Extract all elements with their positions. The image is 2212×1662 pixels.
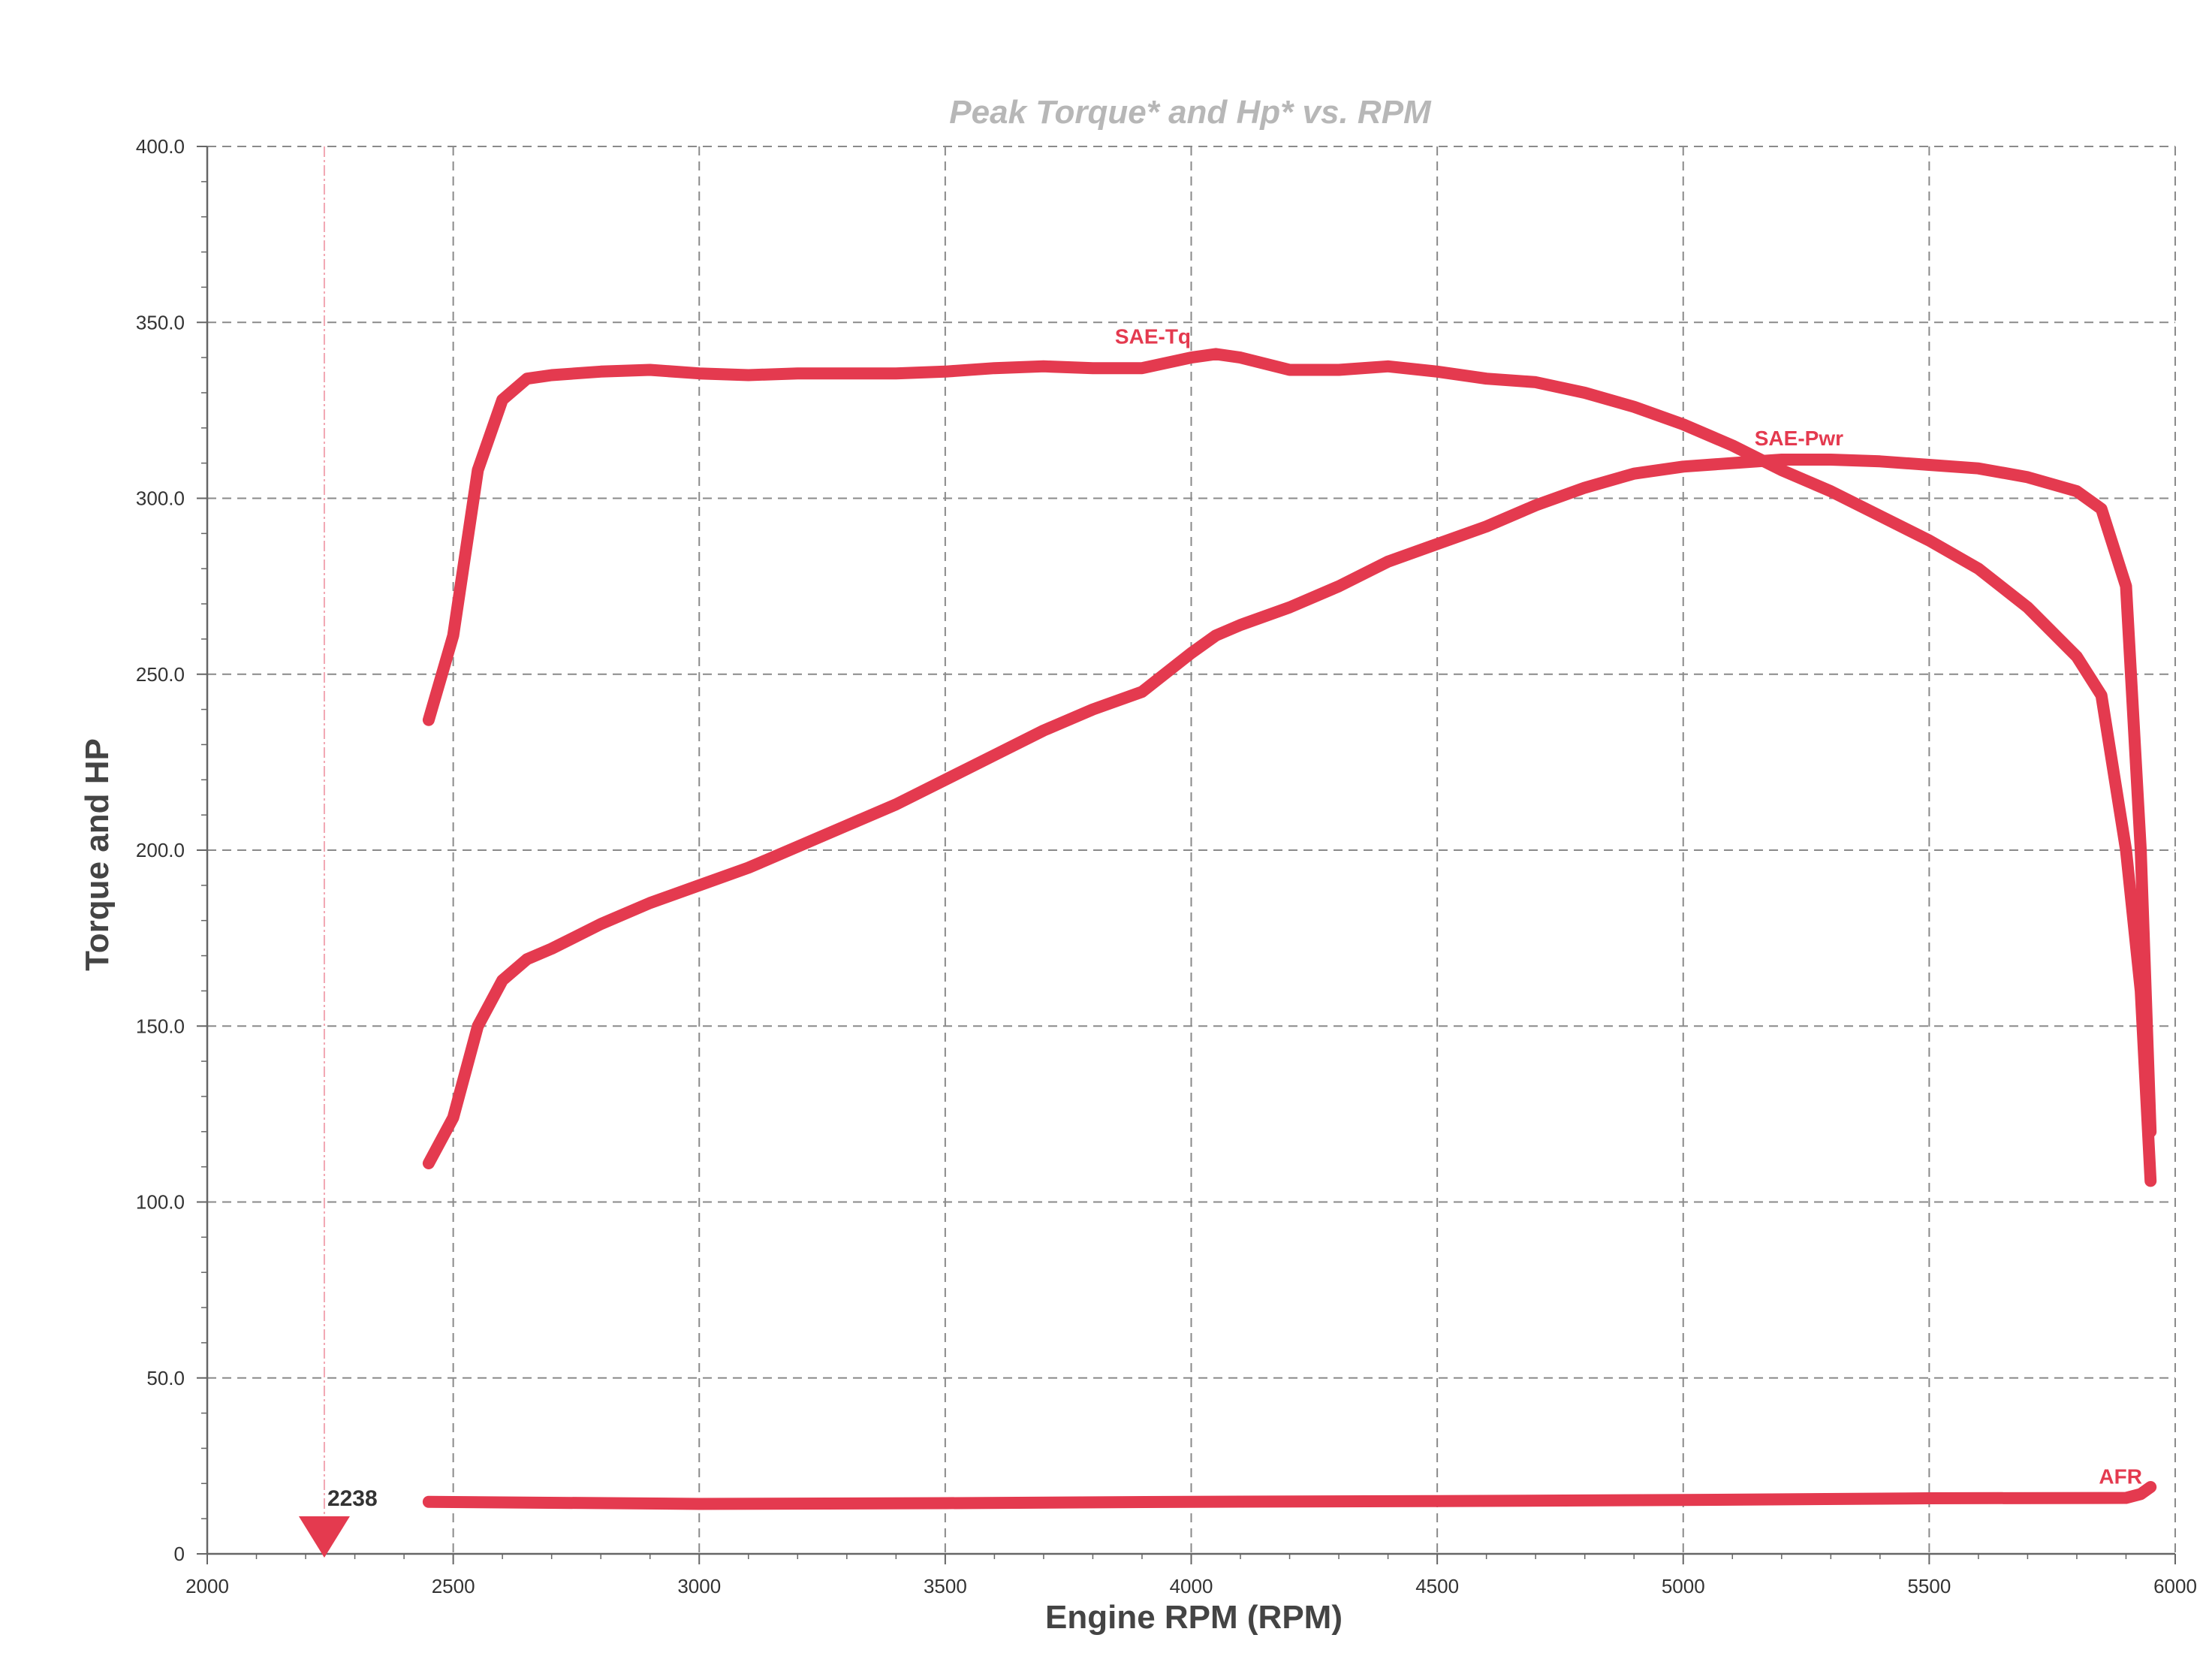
y-tick-label: 0: [174, 1543, 185, 1565]
grid: [207, 146, 2176, 1554]
series-label-sae-pwr: SAE-Pwr: [1755, 427, 1843, 450]
marker-triangle-icon: [298, 1516, 350, 1558]
series-label-sae-tq: SAE-Tq: [1115, 324, 1191, 348]
x-tick-label: 4500: [1415, 1575, 1459, 1597]
y-tick-label: 150.0: [136, 1015, 185, 1037]
y-tick-label: 300.0: [136, 487, 185, 510]
y-axis-label: Torque and HP: [79, 738, 116, 971]
x-tick-label: 2500: [432, 1575, 475, 1597]
x-tick-label: 5500: [1907, 1575, 1951, 1597]
series-line-sae-pwr: [422, 454, 2157, 1169]
series-line-afr: [422, 1481, 2157, 1510]
y-tick-label: 400.0: [136, 135, 185, 158]
x-axis-label: Engine RPM (RPM): [1045, 1599, 1343, 1636]
marker-label: 2238: [327, 1486, 378, 1511]
x-tick-label: 2000: [185, 1575, 229, 1597]
series-lines: [422, 348, 2157, 1510]
x-tick-label: 3000: [677, 1575, 721, 1597]
x-tick-label: 3500: [924, 1575, 967, 1597]
y-tick-label: 50.0: [146, 1367, 185, 1389]
y-tick-label: 200.0: [136, 839, 185, 861]
series-label-afr: AFR: [2099, 1464, 2142, 1488]
y-tick-label: 100.0: [136, 1191, 185, 1214]
x-tick-label: 4000: [1170, 1575, 1213, 1597]
y-tick-label: 250.0: [136, 663, 185, 686]
series-line-sae-tq: [422, 348, 2157, 1187]
x-tick-label: 5000: [1662, 1575, 1705, 1597]
chart-title: Peak Torque* and Hp* vs. RPM: [949, 94, 1432, 131]
series-labels: SAE-Tq SAE-Pwr AFR: [1115, 324, 2142, 1488]
axes: 2000 2500 3000 3500 4000 4500 5000 5500 6000 0 50.…: [136, 135, 2197, 1597]
y-tick-label: 350.0: [136, 311, 185, 333]
x-tick-label: 6000: [2153, 1575, 2197, 1597]
